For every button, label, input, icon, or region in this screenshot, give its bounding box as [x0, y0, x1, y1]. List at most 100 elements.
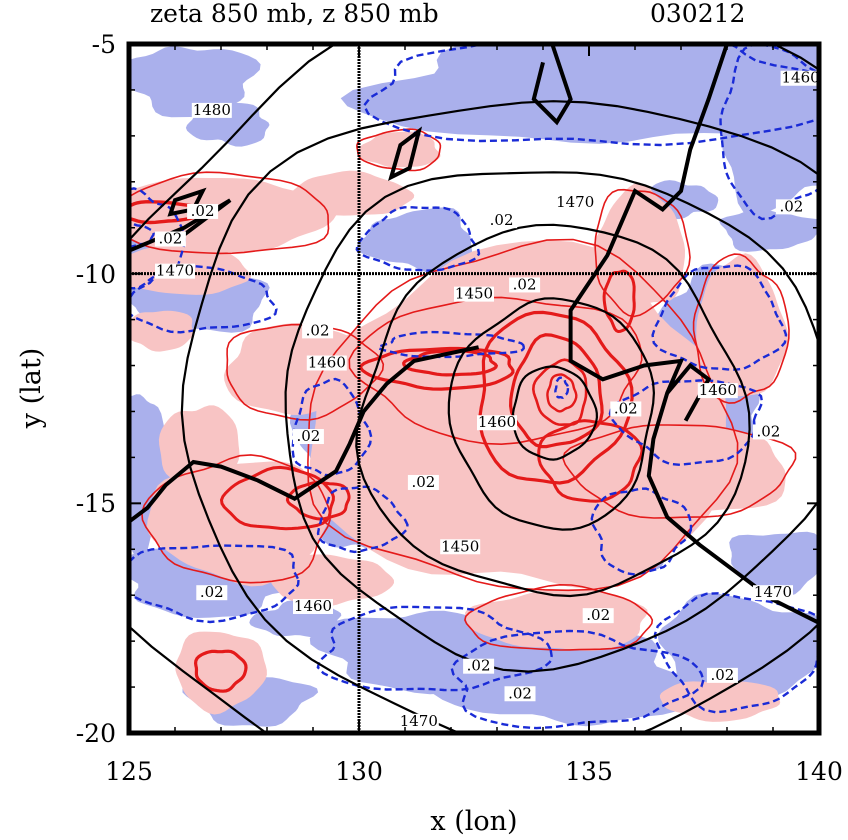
positive-fill-patch — [559, 421, 786, 514]
y-axis-title: y (lat) — [16, 348, 47, 430]
negative-contour — [355, 206, 481, 272]
vorticity-label: .02 — [779, 197, 803, 215]
positive-vorticity-contours — [129, 128, 797, 693]
coastline-east — [568, 44, 819, 625]
height-label: 1460 — [308, 354, 346, 372]
height-label: 1450 — [441, 537, 479, 555]
height-label-bg — [454, 286, 494, 302]
height-label: 1470 — [400, 712, 438, 730]
negative-fill-patch — [129, 46, 261, 118]
vorticity-label: .02 — [490, 211, 514, 229]
vorticity-label-bg — [582, 608, 614, 624]
height-label-bg — [477, 415, 517, 431]
height-label-bg — [440, 539, 481, 555]
y-tick-m10: -10 — [76, 260, 116, 289]
positive-contour — [141, 454, 331, 584]
negative-contour — [590, 487, 693, 576]
coastline-west — [129, 345, 480, 524]
height-label-bg — [753, 585, 793, 601]
chart-date: 030212 — [650, 0, 745, 28]
vorticity-label: .02 — [710, 666, 734, 684]
height-label: 1460 — [699, 381, 737, 399]
vorticity-label: .02 — [306, 321, 330, 339]
positive-fill-patch — [592, 183, 685, 307]
height-label-bg — [293, 598, 333, 614]
vorticity-label-bg — [407, 474, 439, 490]
vorticity-label: .02 — [296, 427, 320, 445]
height-label: 1480 — [193, 101, 231, 119]
positive-contour — [402, 349, 499, 377]
height-label-bg — [780, 70, 819, 86]
vorticity-label: .02 — [614, 399, 638, 417]
vorticity-label-bg — [486, 213, 518, 229]
height-label-bg — [155, 263, 195, 279]
negative-contour — [450, 629, 705, 730]
negative-contour — [316, 605, 553, 692]
vorticity-label: .02 — [467, 657, 491, 675]
negative-contour — [554, 376, 570, 399]
vorticity-label-bg — [292, 429, 324, 445]
positive-contour — [478, 310, 634, 485]
island-aru — [531, 44, 573, 126]
island-tanimbar — [388, 126, 423, 182]
vorticity-label-bg — [509, 277, 541, 293]
positive-fill-patch — [175, 631, 267, 715]
positive-fill-patch — [129, 310, 194, 352]
positive-contour — [464, 583, 654, 651]
vorticity-label-bg — [154, 231, 186, 247]
vorticity-label: .02 — [513, 275, 537, 293]
negative-contour — [362, 44, 819, 147]
vorticity-label-bg — [610, 401, 642, 417]
x-axis-title: x (lon) — [430, 806, 517, 837]
height-label-bg — [191, 102, 232, 118]
negative-fill-patch — [357, 207, 473, 274]
vorticity-label-bg — [775, 199, 807, 215]
vorticity-label-bg — [187, 203, 219, 219]
positive-contour — [193, 649, 248, 693]
vorticity-label-bg — [302, 323, 334, 339]
axis-ticks — [128, 43, 820, 734]
positive-contour — [129, 171, 330, 255]
negative-fill-patch — [431, 631, 692, 727]
height-label-bg — [555, 194, 596, 210]
x-tick-140: 140 — [795, 757, 843, 786]
positive-contour — [537, 419, 644, 503]
negative-fill-patch — [719, 208, 819, 252]
vorticity-label: .02 — [158, 230, 182, 248]
vorticity-label-bg — [463, 658, 495, 674]
contour-labels: 1480 1470 1470 1470 1470 1460 1460 1460 1460 1450… — [154, 69, 819, 730]
height-label-bg — [697, 383, 738, 399]
negative-fill-patch — [692, 44, 819, 119]
negative-contour — [316, 485, 409, 554]
height-label: 1470 — [556, 193, 594, 211]
vorticity-label: .02 — [191, 202, 215, 220]
y-tick-m15: -15 — [76, 489, 116, 518]
positive-contour — [508, 333, 604, 449]
vorticity-label-bg — [196, 585, 228, 601]
positive-contour — [562, 424, 797, 519]
height-label: 1470 — [156, 262, 194, 280]
height-label-bg — [306, 355, 347, 371]
negative-contour — [129, 544, 300, 624]
vorticity-label: .02 — [411, 473, 435, 491]
reference-lines — [129, 44, 819, 733]
vorticity-label: .02 — [200, 583, 224, 601]
vorticity-label-bg — [706, 667, 738, 683]
y-tick-m20: -20 — [76, 719, 116, 748]
vorticity-label: .02 — [508, 684, 532, 702]
height-contour-1480 — [129, 44, 819, 733]
height-label: 1460 — [294, 597, 332, 615]
height-label-bg — [398, 713, 439, 729]
x-tick-135: 135 — [565, 757, 613, 786]
x-tick-130: 130 — [335, 757, 383, 786]
height-contour-1450 — [447, 297, 656, 531]
vorticity-label: .02 — [756, 422, 780, 440]
positive-contour — [359, 346, 515, 391]
positive-contour — [692, 253, 790, 404]
x-tick-125: 125 — [105, 757, 153, 786]
height-contour-1440 — [511, 365, 599, 461]
positive-contour — [285, 480, 351, 521]
vorticity-label-bg — [752, 424, 784, 440]
negative-contour — [608, 379, 764, 467]
